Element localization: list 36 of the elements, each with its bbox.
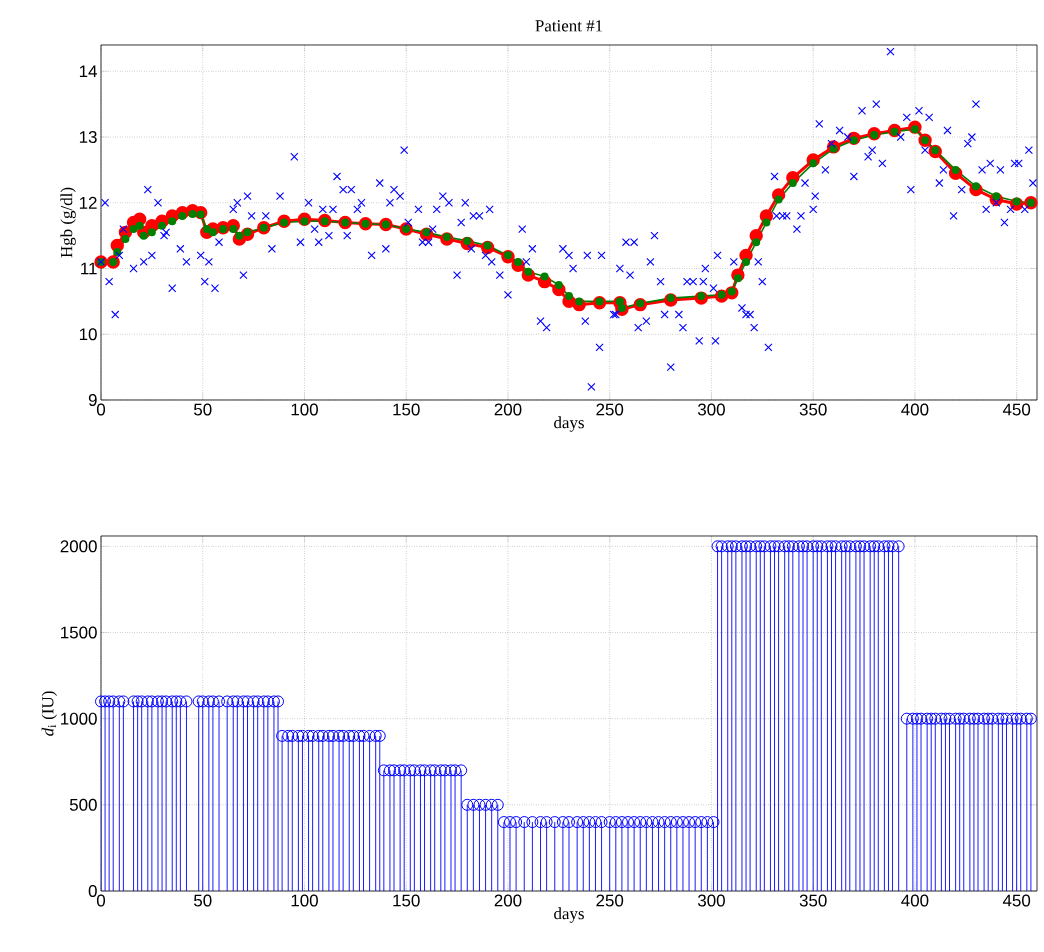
x-tick-label: 100 bbox=[291, 403, 318, 416]
x-axis-title: days bbox=[554, 907, 584, 923]
x-tick-label: 50 bbox=[193, 403, 212, 416]
x-tick-label: 300 bbox=[697, 403, 725, 416]
x-tick-label: 150 bbox=[393, 894, 420, 907]
x-tick-label: 350 bbox=[799, 403, 827, 416]
y-tick-label: 2000 bbox=[60, 540, 97, 553]
y-tick-label: 9 bbox=[88, 394, 97, 406]
x-tick-label: 200 bbox=[494, 403, 522, 416]
x-tick-label: 150 bbox=[393, 403, 420, 416]
x-tick-label: 350 bbox=[799, 894, 827, 907]
x-tick-label: 300 bbox=[697, 894, 725, 907]
x-tick-label: 400 bbox=[901, 894, 929, 907]
y-tick-label: 13 bbox=[79, 131, 97, 144]
x-tick-label: 450 bbox=[1002, 894, 1031, 907]
x-tick-label: 200 bbox=[494, 894, 522, 907]
y-tick-label: 500 bbox=[69, 798, 97, 811]
y-tick-label: 11 bbox=[81, 262, 97, 275]
y-tick-label: 10 bbox=[79, 328, 97, 341]
y-tick-label: 14 bbox=[79, 65, 97, 78]
x-tick-label: 450 bbox=[1002, 403, 1031, 416]
x-tick-label: 250 bbox=[596, 403, 624, 416]
x-tick-label: 0 bbox=[96, 403, 106, 416]
y-tick-label: 12 bbox=[79, 196, 97, 209]
x-axis-title: days bbox=[554, 416, 584, 432]
y-tick-label: 0 bbox=[88, 885, 97, 897]
y-tick-label: 1500 bbox=[61, 626, 97, 639]
y-axis-title: Hgb (g/dl) bbox=[60, 187, 76, 258]
y-axis-title: d$_{i}$ (IU) bbox=[41, 691, 57, 736]
x-tick-label: 50 bbox=[193, 894, 212, 907]
chart-title: Patient #1 bbox=[535, 20, 603, 32]
x-tick-label: 100 bbox=[291, 894, 318, 907]
y-tick-label: 1000 bbox=[61, 712, 97, 725]
x-tick-label: 250 bbox=[596, 894, 624, 907]
x-tick-label: 400 bbox=[901, 403, 929, 416]
x-tick-label: 0 bbox=[96, 894, 106, 907]
